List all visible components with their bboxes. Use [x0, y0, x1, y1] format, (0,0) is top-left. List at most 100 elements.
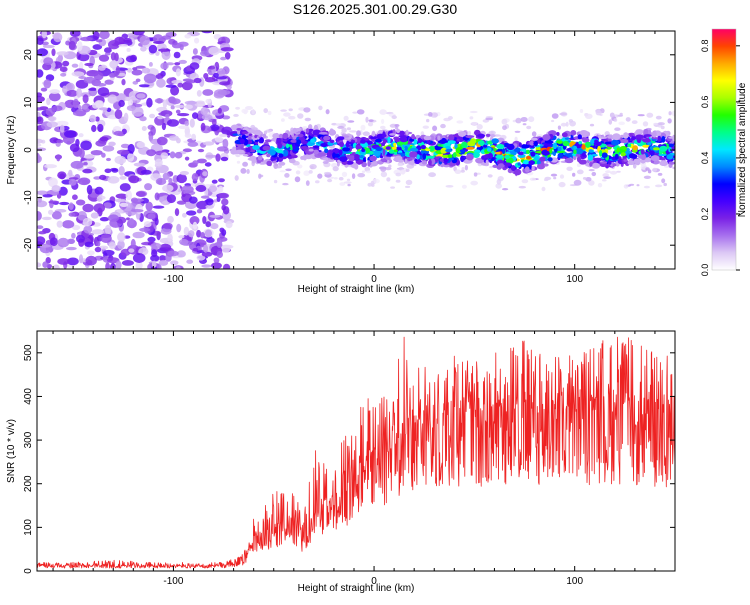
spectrogram-signal-blob: [274, 163, 279, 167]
spectrogram-noise-blob: [115, 260, 122, 269]
spectrogram-signal-blob: [611, 139, 620, 146]
spectrogram-halo-blob: [518, 185, 526, 189]
spectrogram-signal-blob: [647, 129, 652, 135]
spectrogram-halo-blob: [514, 130, 521, 133]
spectrogram-signal-blob: [394, 138, 401, 143]
colorbar-label: Normalized spectral amplitude: [737, 82, 748, 217]
spectrogram-signal-blob: [245, 147, 251, 153]
spectrogram-halo-blob: [597, 183, 603, 188]
spectrogram-noise-blob: [95, 39, 103, 43]
spectrogram-noise-blob: [152, 205, 165, 209]
spectrogram-noise-blob: [66, 89, 78, 97]
spectrogram-halo-blob: [663, 182, 667, 187]
spectrogram-noise-blob: [78, 148, 85, 159]
snr-panel: -100 0 100 0 100 200 300 400 500 Height of strai…: [6, 330, 676, 594]
spectrogram-noise-blob: [37, 190, 48, 196]
spectrogram-signal-blob: [544, 140, 554, 144]
spectrogram-halo-blob: [366, 170, 372, 174]
spectrogram-halo-blob: [360, 124, 366, 131]
spectrogram-signal-blob: [650, 155, 660, 162]
spectrogram-noise-blob: [132, 31, 145, 36]
spectrogram-halo-blob: [356, 109, 365, 115]
spectrogram-noise-blob: [84, 62, 94, 67]
spectrogram-noise-blob: [57, 171, 67, 179]
spectrogram-halo-blob: [502, 188, 509, 191]
spectrogram-halo-blob: [395, 179, 401, 183]
spectrogram-noise-blob: [182, 148, 192, 153]
spectrogram-signal-blob: [262, 133, 267, 139]
spectrogram-noise-blob: [68, 169, 73, 177]
spectrogram-noise-blob: [139, 35, 150, 46]
spectrogram-noise-blob: [77, 211, 87, 221]
spectrogram-halo-blob: [379, 109, 387, 115]
spectrogram-noise-blob: [219, 133, 228, 138]
spectrogram-halo-blob: [246, 169, 250, 174]
spectrogram-signal-blob: [251, 157, 256, 164]
spectrogram-halo-blob: [357, 173, 366, 178]
spectrogram-signal-blob: [533, 156, 539, 161]
spectrogram-noise-blob: [37, 147, 47, 152]
spectrogram-xlabel: Height of straight line (km): [298, 284, 415, 295]
spectrogram-signal-blob: [443, 164, 450, 168]
spectrogram-signal-blob: [557, 152, 564, 159]
spectrogram-signal-blob: [417, 137, 423, 144]
spectrogram-noise-blob: [97, 123, 104, 133]
spectrogram-halo-blob: [576, 169, 584, 175]
spectrogram-ytick-label: -20: [23, 238, 34, 253]
spectrogram-signal-blob: [600, 143, 607, 147]
spectrogram-halo-blob: [327, 178, 333, 183]
spectrogram-signal-blob: [421, 160, 428, 165]
spectrogram-signal-blob: [591, 153, 598, 157]
spectrogram-noise-blob: [56, 139, 64, 144]
spectrogram-noise-blob: [76, 88, 82, 98]
spectrogram-noise-blob: [119, 202, 129, 207]
spectrogram-noise-blob: [93, 203, 106, 213]
spectrogram-signal-blob: [620, 152, 626, 157]
spectrogram-noise-blob: [174, 104, 186, 109]
spectrogram-noise-blob: [37, 236, 46, 245]
spectrogram-noise-blob: [184, 34, 192, 39]
spectrogram-noise-blob: [91, 229, 105, 235]
spectrogram-signal-blob: [275, 149, 284, 153]
spectrogram-noise-blob: [37, 116, 44, 125]
spectrogram-noise-blob: [37, 153, 41, 163]
spectrogram-noise-blob: [98, 54, 110, 62]
spectrogram-signal-blob: [404, 158, 408, 164]
spectrogram-signal-blob: [342, 147, 351, 152]
spectrogram-signal-blob: [491, 158, 495, 162]
spectrogram-signal-blob: [380, 158, 387, 162]
spectrogram-noise-blob: [95, 116, 100, 122]
spectrogram-noise-blob: [160, 227, 172, 235]
spectrogram-ylabel: Frequency (Hz): [6, 116, 17, 185]
spectrogram-signal-blob: [530, 151, 536, 157]
spectrogram-noise-blob: [128, 218, 135, 225]
spectrogram-xtick-label: 100: [566, 274, 583, 285]
spectrogram-halo-blob: [557, 125, 562, 130]
spectrogram-signal-blob: [279, 161, 285, 166]
spectrogram-noise-blob: [161, 200, 168, 206]
spectrogram-noise-blob: [96, 197, 103, 202]
spectrogram-noise-blob: [160, 62, 169, 70]
spectrogram-noise-blob: [189, 62, 200, 70]
spectrogram-signal-blob: [447, 140, 456, 145]
spectrogram-halo-blob: [361, 170, 366, 173]
spectrogram-noise-blob: [51, 211, 62, 220]
spectrogram-signal-blob: [423, 135, 432, 141]
spectrogram-halo-blob: [646, 112, 654, 118]
spectrogram-noise-blob: [147, 236, 156, 243]
spectrogram-signal-blob: [575, 153, 581, 157]
spectrogram-noise-blob: [56, 154, 61, 162]
spectrogram-noise-blob: [192, 48, 198, 55]
spectrogram-noise-blob: [106, 157, 111, 162]
spectrogram-noise-blob: [200, 122, 206, 131]
spectrogram-halo-blob: [285, 168, 292, 172]
spectrogram-halo-blob: [657, 172, 663, 176]
spectrogram-noise-blob: [202, 216, 207, 224]
spectrogram-signal-blob: [318, 131, 328, 135]
spectrogram-noise-blob: [221, 126, 233, 136]
spectrogram-noise-blob: [95, 140, 107, 147]
spectrogram-halo-blob: [559, 174, 565, 179]
spectrogram-noise-blob: [221, 204, 226, 211]
spectrogram-signal-blob: [242, 153, 249, 157]
spectrogram-signal-blob: [466, 153, 474, 161]
